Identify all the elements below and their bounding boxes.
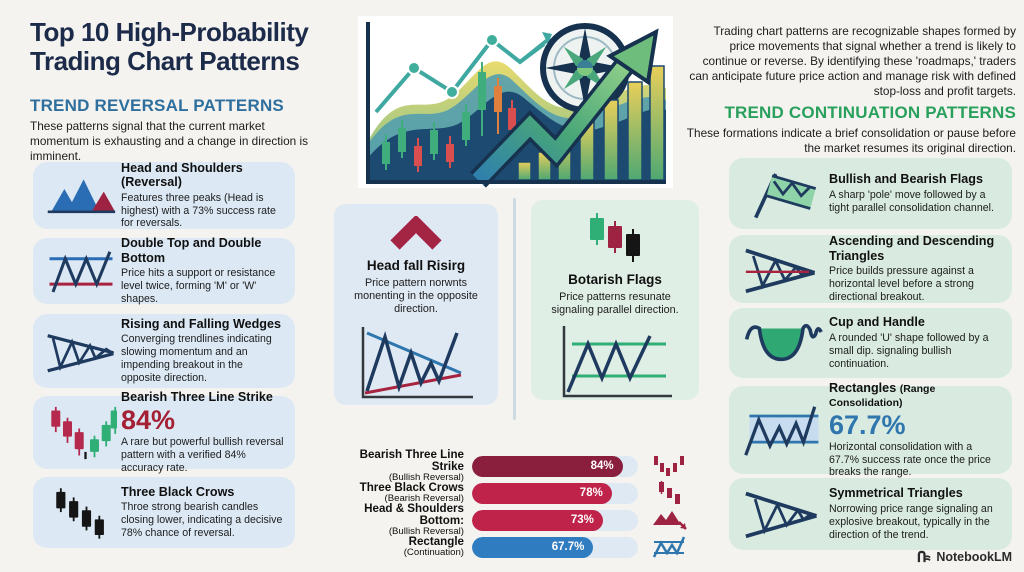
card-description: Norrowing price range signaling an explo… — [829, 502, 993, 541]
bar-fill: 73% — [472, 509, 603, 531]
card-description: Features three peaks (Head is highest) w… — [121, 191, 276, 230]
chevron-up-icon — [387, 216, 445, 250]
card-title: Bearish Three Line Strike — [121, 390, 273, 405]
ascending-descending-triangles-icon — [737, 243, 829, 295]
center-divider — [513, 198, 516, 420]
card-symmetrical-triangles: Symmetrical Triangles Norrowing price ra… — [729, 478, 1012, 550]
flag-icon — [737, 166, 829, 222]
peaks-arrow-icon — [650, 509, 690, 531]
trend-reversal-description: These patterns signal that the current m… — [30, 119, 309, 164]
card-title: Symmetrical Triangles — [829, 486, 963, 501]
double-top-bottom-icon — [41, 249, 121, 293]
bar-subtitle: (Continuation) — [403, 547, 464, 559]
card-description: Converging trendlines indicating slowing… — [121, 333, 272, 385]
card-botarish-flags: Botarish Flags Price patterns resunate s… — [531, 200, 699, 400]
card-title: Head fall Risirg — [366, 258, 466, 273]
card-description: Price pattern norwnts monenting in the o… — [354, 276, 478, 315]
card-title: Head and Shoulders (Reversal) — [121, 160, 243, 190]
card-wedges: Rising and Falling Wedges Converging tre… — [33, 314, 295, 388]
card-head-and-shoulders: Head and Shoulders (Reversal) Features t… — [33, 160, 295, 230]
trend-continuation-heading: TREND CONTINUATION PATTERNS — [724, 103, 1016, 122]
card-title: Botarish Flags — [568, 272, 662, 287]
card-title: Rising and Falling Wedges — [121, 316, 282, 331]
symmetrical-triangles-icon — [737, 488, 829, 540]
stat-84-percent: 84% — [121, 404, 176, 435]
bar-fill: 78% — [472, 482, 612, 504]
notebooklm-watermark: NotebookLM — [917, 550, 1012, 564]
falling-wedge-chart — [353, 321, 479, 403]
card-head-fall-rising: Head fall Risirg Price pattern norwnts m… — [334, 204, 498, 405]
bar-subtitle: (Bullish Reversal) — [388, 526, 464, 538]
rectangles-icon — [737, 401, 829, 459]
card-description: A sharp 'pole' move followed by a tight … — [829, 188, 994, 214]
cup-and-handle-icon — [737, 317, 829, 369]
intro-paragraph: Trading chart patterns are recognizable … — [689, 24, 1016, 99]
card-cup-and-handle: Cup and Handle A rounded 'U' shape follo… — [729, 308, 1012, 378]
stat-67-percent: 67.7% — [829, 409, 906, 440]
bar-category: Three Black Crows — [359, 480, 464, 494]
bar-track: 67.7% — [472, 536, 638, 558]
bar-subtitle: (Bullish Reversal) — [388, 472, 464, 484]
success-rate-bar-chart: Bearish Three Line Strike (Bullish Rever… — [332, 448, 700, 561]
card-description: A rare but powerful bullish reversal pat… — [121, 435, 284, 474]
card-title: Double Top and Double Bottom — [121, 236, 262, 265]
bar-value-label: 78% — [579, 487, 603, 499]
card-description: Price patterns resunate signaling parall… — [551, 290, 679, 316]
three-candles-icon — [584, 212, 646, 264]
rectangle-zigzag-icon — [650, 535, 690, 559]
card-description: Price builds pressure against a horizont… — [829, 265, 974, 303]
bar-track: 84% — [472, 455, 638, 477]
bar-value-label: 84% — [590, 460, 614, 472]
card-three-black-crows: Three Black Crows Throe strong bearish c… — [33, 477, 295, 548]
bar-subtitle: (Bearish Reversal) — [384, 493, 464, 505]
card-description: A rounded 'U' shape followed by a small … — [829, 331, 989, 370]
card-description: Throe strong bearish candles closing low… — [121, 501, 283, 540]
bar-category: Head & Shoulders Bottom: — [364, 501, 464, 527]
card-bullish-bearish-flags: Bullish and Bearish Flags A sharp 'pole'… — [729, 158, 1012, 229]
bar-row-three-line-strike: Bearish Three Line Strike (Bullish Rever… — [332, 448, 700, 483]
candles-v-icon — [650, 454, 690, 478]
card-title: Ascending and Descending Triangles — [829, 234, 995, 263]
bar-category: Rectangle — [408, 534, 464, 548]
card-title: Rectangles (Range Consolidation) — [829, 381, 1002, 410]
notebooklm-logo-icon — [917, 550, 932, 564]
three-black-crows-icon — [41, 486, 121, 540]
card-title: Three Black Crows — [121, 484, 235, 499]
wedge-icon — [41, 328, 121, 374]
bar-fill: 67.7% — [472, 536, 594, 558]
bar-fill: 84% — [472, 455, 623, 477]
bar-value-label: 67.7% — [551, 541, 585, 553]
bar-category: Bearish Three Line Strike — [359, 447, 464, 473]
three-line-strike-icon — [41, 404, 121, 462]
page-title: Top 10 High-Probability Trading Chart Pa… — [30, 17, 309, 76]
card-title: Cup and Handle — [829, 315, 925, 330]
card-rectangles: Rectangles (Range Consolidation) 67.7% H… — [729, 381, 1012, 478]
card-title-suffix: (Range Consolidation) — [829, 382, 936, 410]
candles-down-icon — [650, 481, 690, 505]
trend-continuation-description: These formations indicate a brief consol… — [686, 126, 1016, 156]
hero-market-illustration — [358, 16, 673, 188]
notebooklm-label: NotebookLM — [936, 550, 1012, 564]
bar-row-head-shoulders-bottom: Head & Shoulders Bottom: (Bullish Revers… — [332, 502, 700, 537]
card-double-top-bottom: Double Top and Double Bottom Price hits … — [33, 236, 295, 305]
card-title-main: Rectangles — [829, 380, 897, 395]
bar-track: 78% — [472, 482, 638, 504]
card-title: Bullish and Bearish Flags — [829, 172, 983, 187]
head-and-shoulders-icon — [41, 175, 121, 217]
bar-track: 73% — [472, 509, 638, 531]
bar-row-three-black-crows: Three Black Crows (Bearish Reversal) 78% — [332, 480, 700, 506]
parallel-channel-chart — [552, 322, 678, 402]
bar-value-label: 73% — [570, 514, 594, 526]
card-ascending-descending-triangles: Ascending and Descending Triangles Price… — [729, 234, 1012, 303]
card-three-line-strike: Bearish Three Line Strike 84% A rare but… — [33, 390, 295, 474]
card-description: Horizontal consolidation with a 67.7% su… — [829, 440, 991, 479]
card-description: Price hits a support or resistance level… — [121, 267, 276, 305]
trend-reversal-heading: TREND REVERSAL PATTERNS — [30, 96, 284, 115]
bar-row-rectangle: Rectangle (Continuation) 67.7% — [332, 534, 700, 560]
